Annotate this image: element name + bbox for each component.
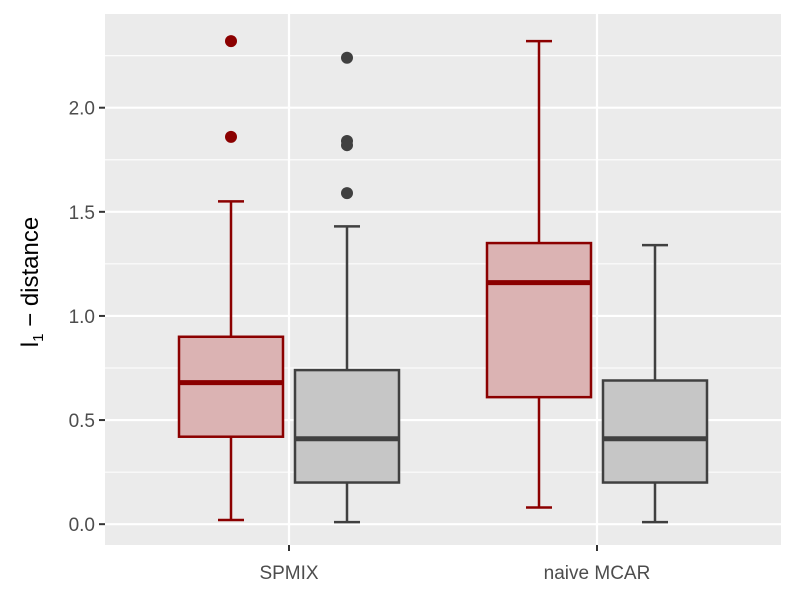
y-axis-title-rest: − distance bbox=[17, 217, 44, 334]
outlier-point bbox=[225, 35, 237, 48]
y-axis: 0.0 0.5 1.0 1.5 2.0 bbox=[69, 99, 105, 536]
box-group bbox=[601, 243, 709, 524]
outlier-point bbox=[341, 187, 353, 200]
y-tick-label: 1.5 bbox=[69, 203, 95, 224]
y-tick-label: 0.0 bbox=[69, 515, 95, 536]
y-axis-title: l1 − distance bbox=[17, 217, 47, 347]
x-tick-label: SPMIX bbox=[259, 563, 318, 584]
boxes-layer bbox=[177, 35, 709, 524]
outlier-point bbox=[341, 135, 353, 148]
box bbox=[293, 368, 401, 484]
y-axis-title-base: l bbox=[17, 342, 44, 347]
box bbox=[601, 379, 709, 484]
y-tick-label: 2.0 bbox=[69, 99, 95, 120]
outlier-point bbox=[225, 130, 237, 143]
outlier-point bbox=[341, 51, 353, 64]
x-tick-label: naive MCAR bbox=[544, 563, 651, 584]
box-group bbox=[293, 51, 401, 524]
box-group bbox=[177, 35, 285, 522]
box bbox=[177, 335, 285, 438]
box bbox=[485, 241, 593, 399]
y-axis-title-subscript: 1 bbox=[30, 334, 47, 342]
y-tick-label: 0.5 bbox=[69, 411, 95, 432]
x-axis: SPMIX naive MCAR bbox=[259, 545, 650, 584]
y-tick-label: 1.0 bbox=[69, 307, 95, 328]
box-group bbox=[485, 39, 593, 509]
